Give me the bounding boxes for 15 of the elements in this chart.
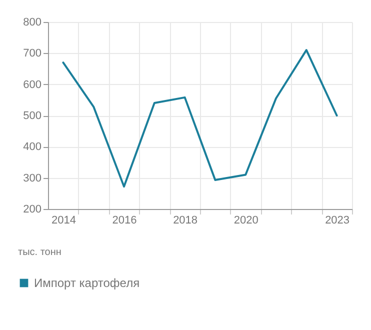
x-tick-label: 2014 [51, 214, 76, 226]
y-tick-label: 400 [23, 141, 42, 154]
x-tick-label: 2018 [173, 214, 198, 226]
y-tick-label: 600 [23, 78, 42, 91]
line-series [62, 49, 338, 188]
y-tick-label: 800 [23, 16, 42, 28]
y-tick-label: 200 [23, 204, 42, 216]
x-tick-label: 2016 [112, 214, 137, 226]
x-tick-label: 2023 [325, 214, 350, 226]
y-tick-label: 500 [23, 110, 42, 122]
y-tick-label: 700 [23, 48, 42, 60]
y-tick-label: 300 [23, 172, 42, 184]
x-tick-label: 2020 [234, 214, 258, 226]
legend-label: Импорт картофеля [34, 276, 140, 290]
text: тыс. тонн [18, 247, 62, 258]
